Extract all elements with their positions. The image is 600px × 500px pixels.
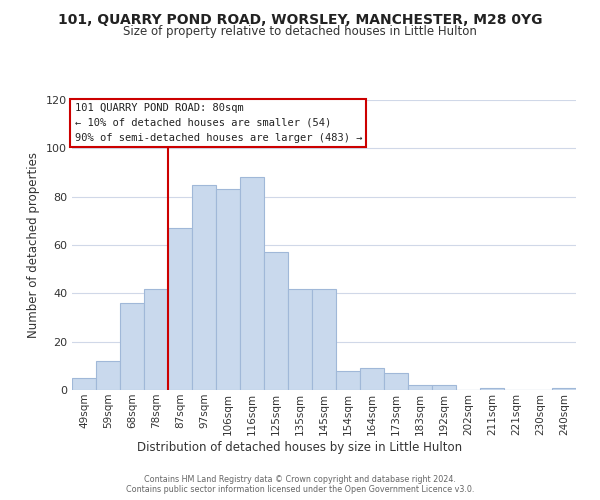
Text: Size of property relative to detached houses in Little Hulton: Size of property relative to detached ho… (123, 25, 477, 38)
Bar (240, 178, 264, 390)
Bar (408, 385, 432, 390)
Text: 101, QUARRY POND ROAD, WORSLEY, MANCHESTER, M28 0YG: 101, QUARRY POND ROAD, WORSLEY, MANCHEST… (58, 12, 542, 26)
Bar (264, 252, 288, 390)
Text: Distribution of detached houses by size in Little Hulton: Distribution of detached houses by size … (137, 441, 463, 454)
Bar (312, 288, 336, 390)
Bar (96, 361, 120, 390)
Bar (552, 388, 576, 390)
Text: 101 QUARRY POND ROAD: 80sqm
← 10% of detached houses are smaller (54)
90% of sem: 101 QUARRY POND ROAD: 80sqm ← 10% of det… (74, 103, 362, 142)
Text: Contains HM Land Registry data © Crown copyright and database right 2024.: Contains HM Land Registry data © Crown c… (144, 474, 456, 484)
Bar (480, 388, 504, 390)
Bar (288, 288, 312, 390)
Text: Contains public sector information licensed under the Open Government Licence v3: Contains public sector information licen… (126, 484, 474, 494)
Bar (336, 370, 360, 390)
Bar (384, 373, 408, 390)
Bar (72, 378, 96, 390)
Bar (120, 303, 144, 390)
Bar (144, 288, 168, 390)
Bar (360, 368, 384, 390)
Y-axis label: Number of detached properties: Number of detached properties (28, 152, 40, 338)
Bar (192, 184, 216, 390)
Bar (168, 228, 192, 390)
Bar (432, 385, 456, 390)
Bar (216, 190, 240, 390)
